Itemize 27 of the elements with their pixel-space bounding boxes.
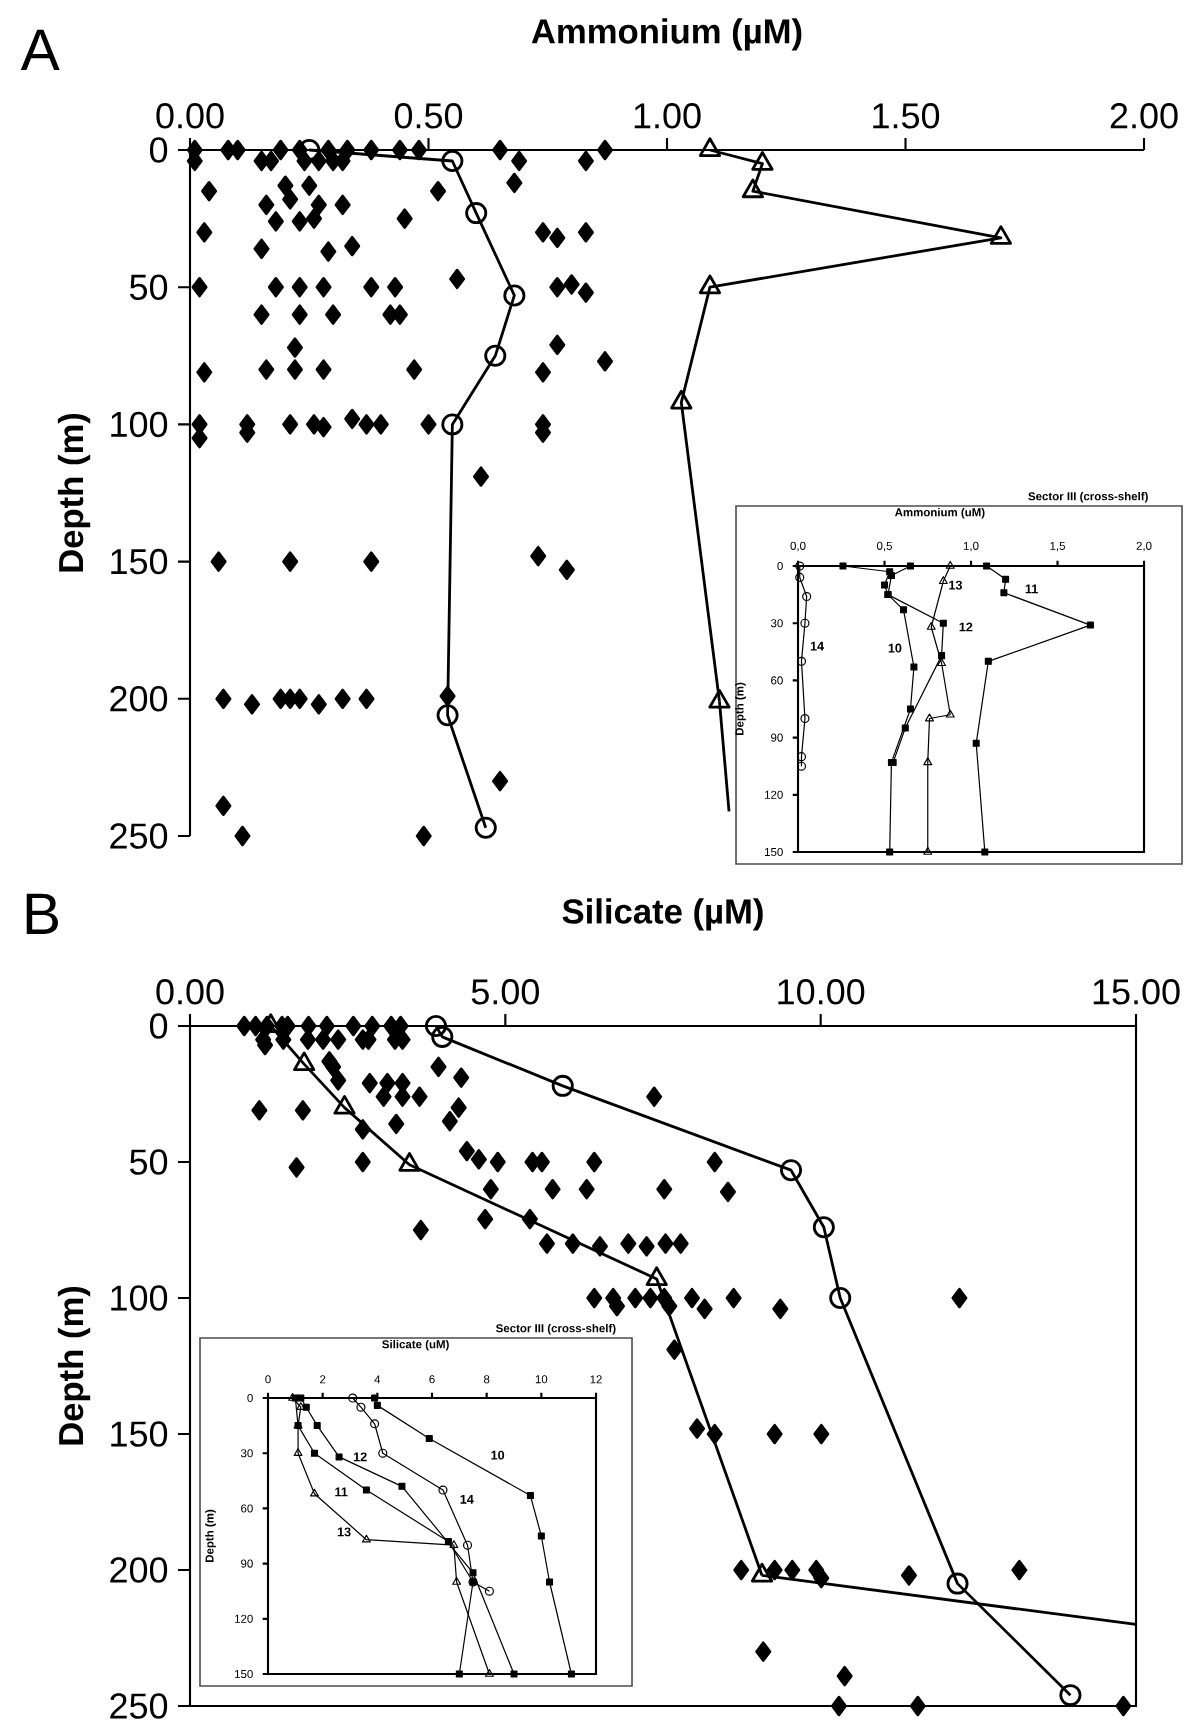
x-axis-title: Ammonium (µM) <box>531 18 802 51</box>
x-tick-label: 0.00 <box>156 979 224 1005</box>
text: A <box>20 29 60 71</box>
y-tick-label: 150 <box>111 1421 168 1447</box>
y-tick-label: 250 <box>110 823 168 849</box>
y-tick-label: 0 <box>149 1013 168 1039</box>
y-tick-label: 200 <box>110 686 168 712</box>
text: B <box>26 893 58 934</box>
x-tick-label: 0.00 <box>156 103 224 129</box>
x-tick-label: 5.00 <box>471 979 539 1005</box>
x-tick-label: 15.00 <box>1093 979 1180 1005</box>
y-tick-label: 100 <box>111 411 168 438</box>
x-axis-title: Silicate (µM) <box>562 898 763 931</box>
x-tick-label: 0.50 <box>394 103 463 129</box>
x-tick-label: 1.00 <box>634 103 701 129</box>
y-tick-label: 100 <box>111 1285 168 1311</box>
y-tick-label: 150 <box>111 548 168 575</box>
y-axis-title: Depth (m) <box>57 413 91 572</box>
y-axis-title: Depth (m) <box>57 1286 91 1445</box>
x-tick-label: 10.00 <box>778 979 865 1005</box>
x-tick-label: 1.50 <box>873 103 940 129</box>
x-tick-label: 2.00 <box>1110 103 1178 129</box>
y-tick-label: 250 <box>110 1693 168 1719</box>
y-tick-label: 50 <box>129 1149 168 1175</box>
y-tick-label: 200 <box>110 1557 168 1583</box>
y-tick-label: 0 <box>149 137 168 163</box>
y-tick-label: 50 <box>129 274 168 300</box>
